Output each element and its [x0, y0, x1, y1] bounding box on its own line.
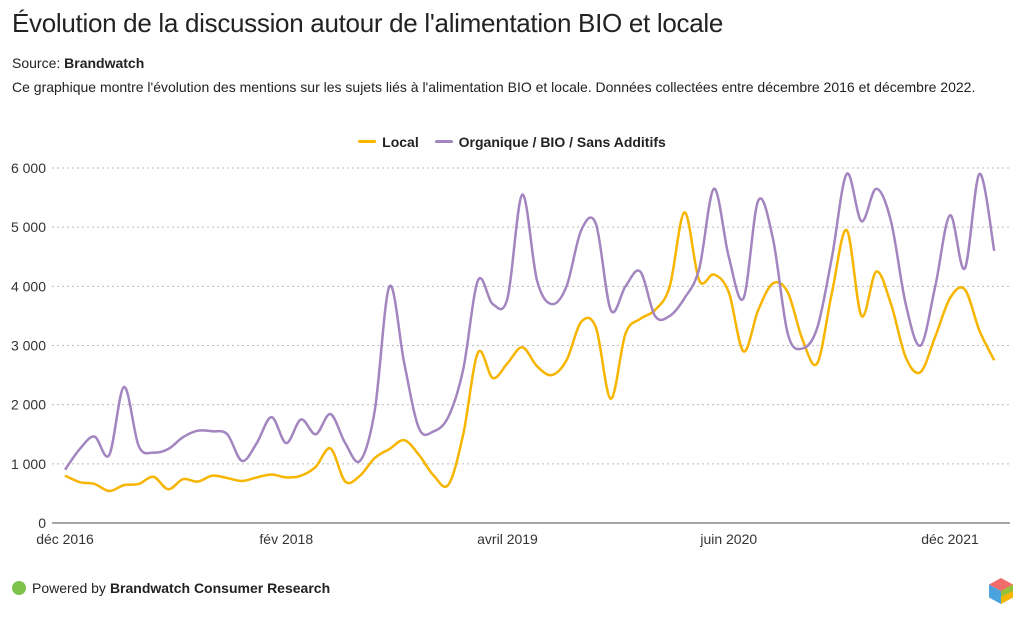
legend: Local Organique / BIO / Sans Additifs	[0, 130, 1024, 150]
source-line: Source: Brandwatch	[12, 55, 144, 71]
legend-swatch-organique	[434, 140, 453, 143]
x-tick-label: fév 2018	[259, 531, 313, 547]
x-tick-label: avril 2019	[477, 531, 538, 547]
line-chart: 0 1 000 2 000 3 000 4 000 5 000 6 000 déc 2016 f…	[11, 160, 1010, 547]
x-tick-label: déc 2021	[921, 531, 979, 547]
legend-label-organique: Organique / BIO / Sans Additifs	[458, 133, 666, 150]
source-name: Brandwatch	[64, 55, 145, 71]
series-line-organique	[63, 172, 996, 471]
footer-prefix: Powered by	[32, 580, 106, 596]
y-tick-label: 0	[38, 515, 46, 531]
source-label: Source:	[12, 55, 61, 71]
y-tick-label: 3 000	[11, 338, 46, 354]
brandwatch-logo-icon	[989, 578, 1013, 604]
legend-label-local: Local	[382, 133, 419, 150]
y-tick-label: 4 000	[11, 278, 46, 294]
footer-brand: Brandwatch Consumer Research	[109, 580, 331, 596]
x-tick-label: déc 2016	[36, 531, 94, 547]
chart-title: Évolution de la discussion autour de l'a…	[12, 8, 724, 38]
y-tick-label: 2 000	[11, 397, 46, 413]
y-tick-label: 5 000	[11, 219, 46, 235]
series-line-local	[64, 211, 996, 493]
footer: Powered by Brandwatch Consumer Research	[12, 580, 330, 596]
legend-item-local[interactable]: Local	[358, 134, 419, 150]
brand-dot-icon	[12, 581, 26, 595]
legend-swatch-local	[358, 140, 377, 143]
x-tick-label: juin 2020	[699, 531, 757, 547]
chart-description: Ce graphique montre l'évolution des ment…	[12, 79, 976, 95]
legend-item-organique[interactable]: Organique / BIO / Sans Additifs	[434, 133, 666, 150]
y-tick-label: 6 000	[11, 160, 46, 176]
y-tick-label: 1 000	[11, 456, 46, 472]
